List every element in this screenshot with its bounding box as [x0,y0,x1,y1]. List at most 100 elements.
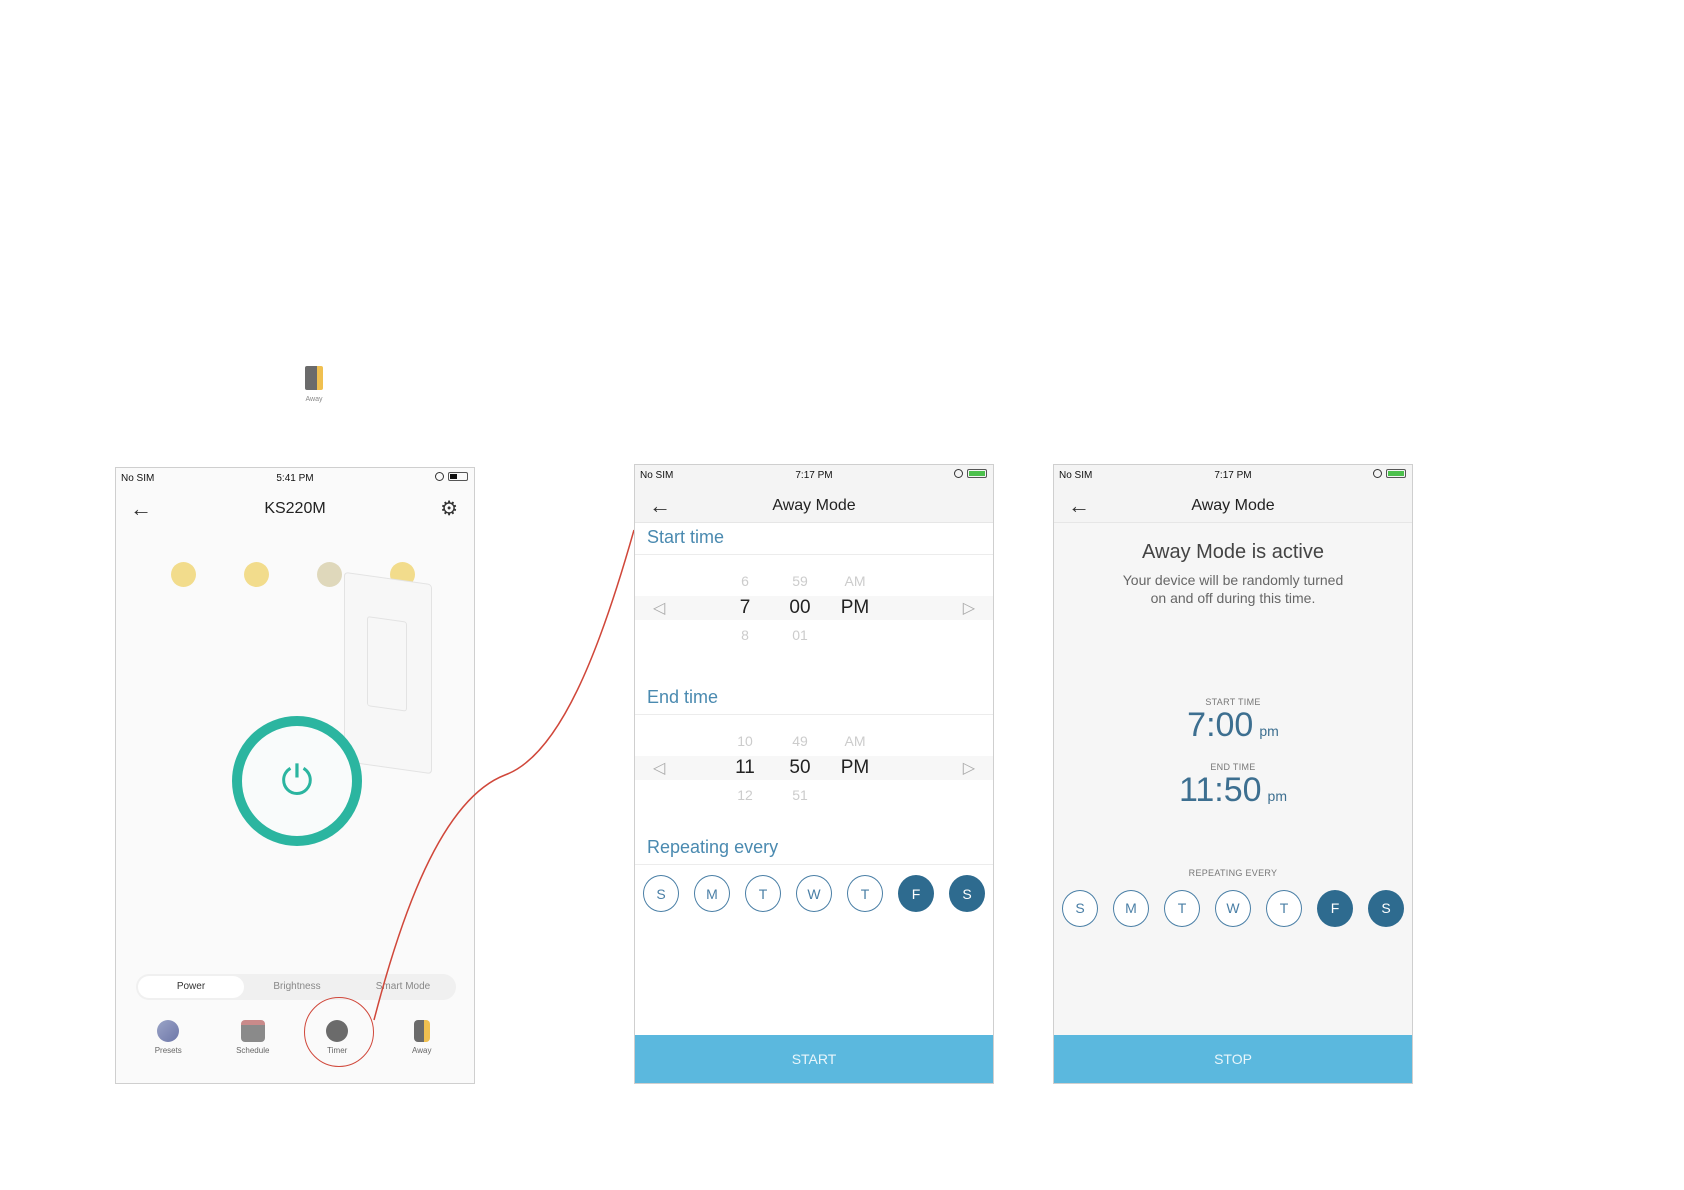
picker-minute: 01 [792,627,808,643]
chevron-left-icon: ◁ [653,600,666,617]
status-icons [435,472,468,481]
page-title: Away Mode [772,497,856,514]
picker-ampm-selected: PM [840,597,870,618]
chevron-right-icon: ▷ [962,760,975,777]
clock: 7:17 PM [795,470,833,481]
day-indicator-tuesday: T [1164,889,1200,927]
repeating-caption: REPEATING EVERY [1188,867,1278,878]
picker-ampm: AM [844,733,866,749]
start-time-value: 7:00 [1187,706,1254,744]
day-indicator-wednesday: W [1215,889,1251,927]
picker-hour: 10 [737,733,753,749]
end-time-caption: END TIME [1210,762,1256,773]
day-indicator-thursday: T [1266,889,1302,927]
day-indicator-monday: M [1113,889,1149,927]
schedule-icon [240,1020,265,1042]
nav-bar: ← Away Mode [1054,487,1412,523]
end-time-value: 11:50 [1178,771,1262,810]
nav-bar: ← Away Mode [635,487,993,523]
start-time-picker[interactable]: 6 59 AM ◁ 7 00 PM ▷ 8 01 [635,559,993,679]
status-icons [954,469,987,478]
tab-label: Presets [154,1046,182,1055]
back-arrow-icon[interactable]: ← [1068,493,1090,518]
repeating-heading: Repeating every [635,833,993,865]
away-icon [305,366,323,390]
nav-bar: ← KS220M ⚙ [116,490,474,526]
mode-segmented-control: Power Brightness Smart Mode [136,974,456,1000]
tab-label: Timer [327,1046,348,1055]
floating-away-label: Away [305,396,323,403]
day-toggle-sunday[interactable]: S [643,875,679,912]
picker-minute-selected: 00 [789,597,811,618]
rotation-lock-icon [1373,469,1382,478]
picker-hour-selected: 11 [735,757,755,778]
picker-hour: 12 [737,787,753,803]
power-button[interactable]: ⏻ [232,716,362,846]
carrier-label: No SIM [121,473,155,484]
end-time-ampm: pm [1267,788,1287,805]
day-toggle-saturday[interactable]: S [949,875,985,912]
picker-hour: 8 [741,627,749,643]
segment-power[interactable]: Power [138,976,244,998]
back-arrow-icon[interactable]: ← [130,496,152,521]
clock: 7:17 PM [1214,470,1252,481]
carrier-label: No SIM [640,470,674,481]
tab-label: Away [412,1046,432,1055]
tab-timer[interactable]: Timer [302,1020,372,1055]
status-icons [1373,469,1406,478]
active-heading: Away Mode is active [1142,541,1324,563]
bottom-tab-bar: Presets Schedule Timer Away [116,1020,474,1055]
stop-button[interactable]: STOP [1054,1035,1412,1083]
brightness-dot [244,562,269,587]
end-time-picker[interactable]: 10 49 AM ◁ 11 50 PM ▷ 12 51 [635,719,993,829]
brightness-dot [171,562,196,587]
tab-away[interactable]: Away [387,1020,457,1055]
clock: 5:41 PM [276,473,314,484]
chevron-left-icon: ◁ [653,760,666,777]
battery-icon [1386,469,1406,478]
chevron-right-icon: ▷ [962,600,975,617]
day-indicator-friday: F [1317,889,1353,927]
start-time-ampm: pm [1259,723,1279,739]
phone-device-screen: No SIM 5:41 PM ← KS220M ⚙ ⏻ Power Bright… [115,467,475,1084]
away-mode-setup-screen: No SIM 7:17 PM ← Away Mode Start time 6 … [634,464,994,1084]
day-toggle-thursday[interactable]: T [847,875,883,912]
active-description: Your device will be randomly turned on a… [1122,572,1344,606]
brightness-dot [317,562,342,587]
end-time-display: 11:50 pm [1054,772,1412,809]
status-bar: No SIM 7:17 PM [1054,465,1412,487]
day-indicator-saturday: S [1368,889,1404,927]
rotation-lock-icon [954,469,963,478]
start-time-caption: START TIME [1205,697,1261,707]
tab-label: Schedule [236,1046,270,1055]
end-time-heading: End time [635,683,993,715]
away-icon [413,1020,430,1042]
picker-hour: 6 [741,573,749,589]
start-button[interactable]: START [635,1035,993,1083]
rotation-lock-icon [435,472,444,481]
tab-presets[interactable]: Presets [133,1020,203,1055]
device-title: KS220M [264,500,326,517]
power-icon: ⏻ [281,759,313,803]
day-toggle-wednesday[interactable]: W [796,875,832,912]
status-bar: No SIM 5:41 PM [116,468,474,490]
battery-icon [448,472,468,481]
floating-away-icon-tile: Away [299,366,329,406]
back-arrow-icon[interactable]: ← [649,493,671,518]
day-toggle-friday[interactable]: F [898,875,934,912]
picker-minute: 51 [792,787,808,803]
day-selector: S M T W T F S [1054,878,1412,937]
switch-illustration [344,571,432,775]
start-time-display: 7:00 pm [1054,706,1412,744]
picker-hour-selected: 7 [739,597,751,618]
picker-minute: 59 [792,573,808,589]
tab-schedule[interactable]: Schedule [218,1020,288,1055]
gear-icon[interactable]: ⚙ [440,498,458,520]
segment-brightness[interactable]: Brightness [273,981,321,992]
day-toggle-tuesday[interactable]: T [745,875,781,912]
timer-icon [326,1020,349,1042]
picker-minute-selected: 50 [789,757,811,778]
day-indicator-sunday: S [1062,889,1098,927]
day-toggle-monday[interactable]: M [694,875,730,912]
segment-smart-mode[interactable]: Smart Mode [375,981,431,992]
